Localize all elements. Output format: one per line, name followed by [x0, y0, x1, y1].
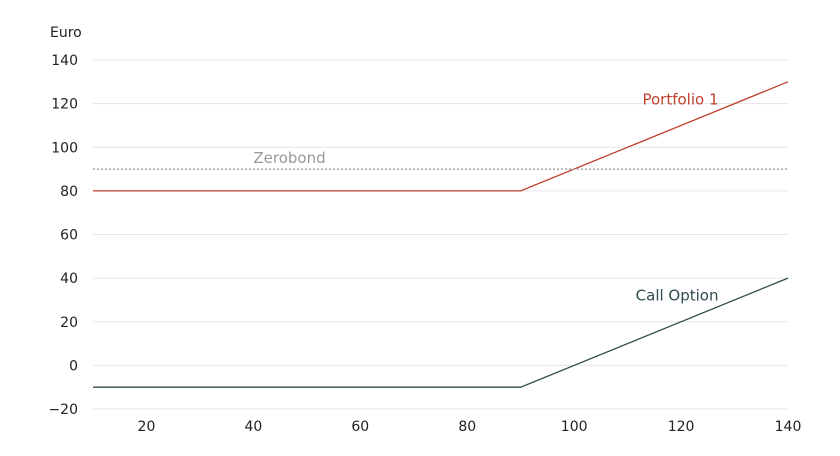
- x-tick-label: 20: [138, 419, 156, 435]
- annotation-zerobond: Zerobond: [253, 149, 325, 167]
- y-tick-label: 60: [60, 228, 78, 244]
- gridlines: [93, 59, 788, 410]
- x-tick-label: 120: [668, 419, 695, 435]
- y-axis-label: Euro: [50, 25, 82, 41]
- x-tick-label: 80: [458, 419, 476, 435]
- annotation-call-option: Call Option: [636, 287, 719, 305]
- x-tick-label: 60: [351, 419, 369, 435]
- x-tick-label: 140: [775, 419, 802, 435]
- series-line-portfolio-1: [93, 81, 789, 192]
- y-tick-label: 100: [51, 140, 78, 156]
- series-line-call-option: [93, 277, 789, 388]
- x-tick-label: 40: [244, 419, 262, 435]
- y-tick-label: 80: [60, 184, 78, 200]
- x-axis-ticks: 20 40 60 80 100 120 140: [138, 419, 802, 435]
- y-tick-label: 40: [60, 271, 78, 287]
- y-tick-label: −20: [48, 402, 78, 418]
- series-annotations: Portfolio 1 Zerobond Call Option: [253, 90, 718, 304]
- y-tick-label: 20: [60, 315, 78, 331]
- series-lines: [93, 81, 789, 388]
- y-tick-label: 120: [51, 97, 78, 113]
- y-axis-ticks: −20 0 20 40 60 80 100 120 140: [48, 53, 78, 418]
- y-tick-label: 0: [69, 358, 78, 374]
- y-tick-label: 140: [51, 53, 78, 69]
- annotation-portfolio-1: Portfolio 1: [642, 90, 718, 108]
- x-tick-label: 100: [561, 419, 588, 435]
